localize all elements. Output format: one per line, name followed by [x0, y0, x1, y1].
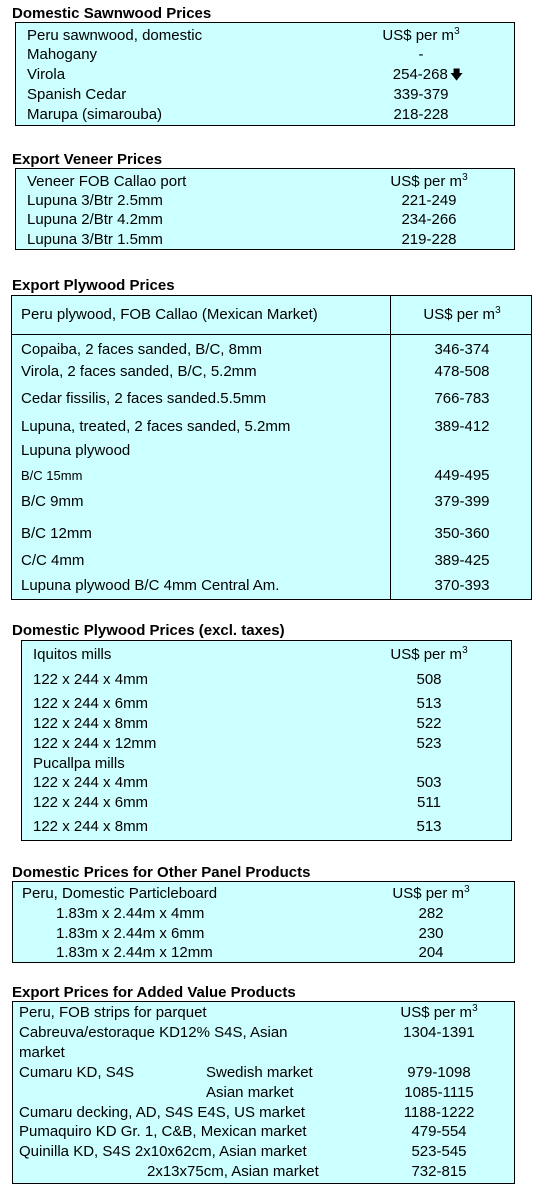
- table-row-label: Pumaquiro KD Gr. 1, C&B, Mexican market: [19, 1123, 307, 1140]
- added-value-header: Peru, FOB strips for parquet: [19, 1004, 207, 1021]
- table-row-label: Cumaru decking, AD, S4S E4S, US market: [19, 1104, 305, 1121]
- table-row-value: 346-374: [434, 341, 490, 358]
- table-row-value: 389-412: [434, 418, 490, 435]
- table-row-label: Lupuna, treated, 2 faces sanded, 5.2mm: [21, 418, 291, 435]
- table-row-value: 254-268 🡇: [392, 66, 464, 83]
- table-row-value: 389-425: [434, 552, 490, 569]
- table-row-label: Marupa (simarouba): [27, 106, 163, 123]
- table-row-value: 522: [416, 715, 442, 732]
- table-row-label: 122 x 244 x 12mm: [33, 735, 157, 752]
- table-row-value: 511: [417, 794, 441, 811]
- added-value-title: Export Prices for Added Value Products: [12, 984, 296, 1001]
- table-row-value: 1304-1391: [403, 1024, 475, 1041]
- sawnwood-title: Domestic Sawnwood Prices: [12, 5, 212, 22]
- table-row-value: 513: [416, 695, 442, 712]
- table-row-label: B/C 9mm: [21, 493, 84, 510]
- table-row-sublabel: Swedish market: [206, 1064, 313, 1081]
- panels-title: Domestic Prices for Other Panel Products: [12, 864, 311, 881]
- table-row-label: 122 x 244 x 8mm: [33, 715, 149, 732]
- table-row-label: market: [19, 1044, 65, 1061]
- table-row-value: 219-228: [401, 231, 457, 248]
- unit-header: US$ per m3: [392, 884, 470, 903]
- unit-header: US$ per m3: [423, 305, 501, 324]
- table-row-value: 221-249: [401, 192, 457, 209]
- panels-header: Peru, Domestic Particleboard: [22, 885, 218, 902]
- table-row-label: Cumaru KD, S4S: [19, 1064, 135, 1081]
- added-value-table: Peru, FOB strips for parquet US$ per m3 …: [12, 1001, 515, 1184]
- table-row-value: 732-815: [411, 1163, 467, 1180]
- table-row-label: C/C 4mm: [21, 552, 85, 569]
- table-row-label: Virola: [27, 66, 66, 83]
- sawnwood-header: Peru sawnwood, domestic: [27, 27, 203, 44]
- table-row-label: Lupuna 3/Btr 1.5mm: [27, 231, 163, 248]
- down-arrow-icon: 🡇: [449, 67, 464, 82]
- table-row-value: 523: [416, 735, 442, 752]
- table-row-label: B/C 12mm: [21, 525, 92, 542]
- export-plywood-header: Peru plywood, FOB Callao (Mexican Market…: [21, 306, 318, 323]
- table-row-value: 230: [418, 925, 444, 942]
- unit-header: US$ per m3: [400, 1003, 478, 1022]
- veneer-header: Veneer FOB Callao port: [27, 173, 187, 190]
- domestic-plywood-header: Iquitos mills: [33, 646, 112, 663]
- table-row-label: B/C 15mm: [21, 468, 83, 483]
- table-row-sublabel: 2x13x75cm, Asian market: [147, 1163, 319, 1180]
- table-row-value: 234-266: [401, 211, 457, 228]
- export-plywood-title: Export Plywood Prices: [12, 277, 175, 294]
- table-row-label: Quinilla KD, S4S 2x10x62cm, Asian market: [19, 1143, 307, 1160]
- table-row-value: 379-399: [434, 493, 490, 510]
- veneer-table: Veneer FOB Callao port US$ per m3 Lupuna…: [15, 168, 515, 250]
- table-row-label: 122 x 244 x 8mm: [33, 818, 149, 835]
- unit-header: US$ per m3: [382, 26, 460, 45]
- table-row-label: Lupuna 2/Btr 4.2mm: [27, 211, 163, 228]
- table-row-value: 508: [416, 671, 442, 688]
- table-row-label: Lupuna plywood B/C 4mm Central Am.: [21, 577, 280, 594]
- table-row-value: 218-228: [393, 106, 449, 123]
- domestic-plywood-title: Domestic Plywood Prices (excl. taxes): [12, 622, 285, 639]
- domestic-plywood-table: Iquitos mills US$ per m3 122 x 244 x 4mm…: [21, 640, 512, 841]
- table-row-label: Spanish Cedar: [27, 86, 127, 103]
- table-row-value: 503: [416, 774, 442, 791]
- table-row-label: 1.83m x 2.44m x 4mm: [56, 905, 205, 922]
- table-row-label: 122 x 244 x 4mm: [33, 774, 149, 791]
- table-row-label: 1.83m x 2.44m x 6mm: [56, 925, 205, 942]
- table-row-value: 523-545: [411, 1143, 467, 1160]
- table-row-label: Copaiba, 2 faces sanded, B/C, 8mm: [21, 341, 262, 358]
- sawnwood-table: Peru sawnwood, domestic US$ per m3 Mahog…: [15, 22, 515, 126]
- table-row-label: Pucallpa mills: [33, 755, 125, 772]
- table-row-value: 979-1098: [407, 1064, 471, 1081]
- table-row-value: 513: [416, 818, 442, 835]
- table-row-value: 282: [418, 905, 444, 922]
- unit-header: US$ per m3: [390, 645, 468, 664]
- table-row-label: Cabreuva/estoraque KD12% S4S, Asian: [19, 1024, 288, 1041]
- table-row-label: Virola, 2 faces sanded, B/C, 5.2mm: [21, 363, 257, 380]
- table-row-value: 1085-1115: [404, 1084, 474, 1101]
- table-row-label: Lupuna plywood: [21, 442, 131, 459]
- table-row-value: 479-554: [411, 1123, 467, 1140]
- panels-table: Peru, Domestic Particleboard US$ per m3 …: [12, 881, 515, 963]
- table-row-value: 370-393: [434, 577, 490, 594]
- table-row-label: 1.83m x 2.44m x 12mm: [56, 944, 213, 961]
- table-row-label: 122 x 244 x 4mm: [33, 671, 149, 688]
- table-row-value: 478-508: [434, 363, 490, 380]
- table-row-value: 1188-1222: [403, 1104, 475, 1121]
- table-row-label: Lupuna 3/Btr 2.5mm: [27, 192, 163, 209]
- table-row-value: 350-360: [434, 525, 490, 542]
- table-row-label: Mahogany: [27, 46, 98, 63]
- table-row-value: 339-379: [393, 86, 449, 103]
- table-row-label: Cedar fissilis, 2 faces sanded.5.5mm: [21, 390, 267, 407]
- table-row-value: 766-783: [434, 390, 490, 407]
- table-row-label: 122 x 244 x 6mm: [33, 794, 149, 811]
- table-row-value: 449-495: [434, 467, 490, 484]
- unit-header: US$ per m3: [390, 172, 468, 191]
- table-row-value: 204: [418, 944, 444, 961]
- export-plywood-table: Peru plywood, FOB Callao (Mexican Market…: [11, 295, 532, 600]
- table-row-value: -: [418, 46, 424, 63]
- veneer-title: Export Veneer Prices: [12, 151, 163, 168]
- table-row-sublabel: Asian market: [206, 1084, 294, 1101]
- table-row-label: 122 x 244 x 6mm: [33, 695, 149, 712]
